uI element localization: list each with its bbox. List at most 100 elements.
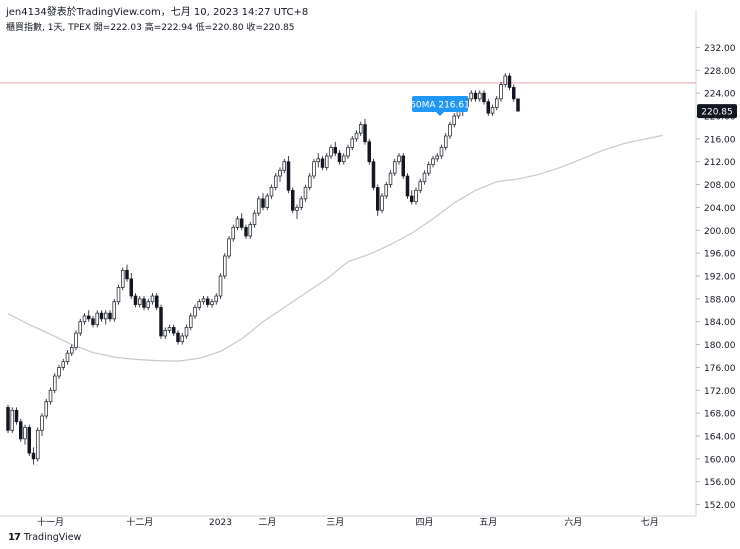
candle: [159, 304, 163, 339]
candle: [206, 296, 210, 308]
candle: [422, 170, 427, 185]
candle: [19, 418, 23, 442]
candle-body: [435, 155, 440, 160]
candle: [231, 224, 236, 242]
candle: [265, 193, 270, 211]
candle-body: [155, 295, 159, 308]
candle: [410, 190, 414, 205]
candle-body: [14, 409, 19, 423]
y-tick-label: 200.00: [704, 227, 736, 237]
candle: [346, 144, 350, 159]
candle: [210, 298, 214, 308]
candle-body: [231, 227, 236, 240]
candle-body: [473, 92, 478, 100]
candle: [133, 293, 138, 308]
y-tick-label: 216.00: [704, 135, 736, 145]
candle: [329, 144, 333, 159]
candle-body: [418, 181, 423, 191]
candle-body: [201, 298, 206, 303]
candle-body: [69, 347, 74, 354]
candle-body: [19, 421, 23, 440]
candle-body: [359, 124, 363, 134]
candle: [248, 221, 253, 239]
candle: [189, 313, 193, 331]
candle-body: [48, 389, 53, 403]
x-tick-label: 三月: [326, 517, 344, 528]
candle-body: [214, 295, 219, 303]
candle: [435, 153, 440, 162]
candle: [227, 236, 231, 259]
time-axis[interactable]: 十一月 十二月 2023 二月 三月 四月 五月 六月 七月: [0, 515, 696, 528]
brand-name: TradingView: [23, 532, 82, 543]
y-tick-label: 184.00: [704, 318, 736, 328]
candle-body: [27, 427, 32, 454]
candle-body: [142, 298, 146, 308]
y-tick-label: 188.00: [704, 295, 736, 305]
candle: [503, 73, 508, 88]
y-tick-label: 160.00: [704, 455, 736, 465]
candle: [52, 373, 57, 394]
candle: [448, 121, 452, 139]
price-axis[interactable]: 232.00228.00224.00220.00216.00212.00208.…: [695, 10, 737, 516]
candle: [108, 310, 112, 322]
candle-body: [511, 87, 516, 100]
candle-body: [261, 198, 265, 208]
candle: [138, 296, 142, 308]
candle-body: [384, 184, 389, 197]
candle-body: [397, 155, 401, 163]
candle-body: [274, 175, 278, 188]
candle-body: [499, 84, 503, 100]
candle-body: [218, 275, 223, 297]
candle: [142, 296, 146, 311]
candle-body: [405, 175, 410, 197]
candle: [376, 184, 380, 216]
candle: [201, 296, 206, 305]
candle: [499, 81, 503, 102]
x-tick-label: 四月: [415, 517, 433, 528]
candle-body: [482, 92, 486, 103]
candle: [78, 318, 82, 336]
candle: [401, 153, 406, 179]
candle: [74, 330, 78, 351]
candle-body: [108, 312, 112, 320]
candle: [507, 73, 512, 91]
candle: [452, 113, 457, 128]
candle-body: [78, 321, 82, 334]
candle-body: [189, 315, 193, 328]
y-tick-label: 212.00: [704, 158, 736, 168]
candle-body: [431, 158, 435, 165]
candle-body: [248, 224, 253, 237]
y-tick-label: 196.00: [704, 250, 736, 260]
candle-body: [244, 227, 248, 237]
candle-body: [210, 301, 214, 305]
y-tick-label: 192.00: [704, 273, 736, 283]
candle: [172, 324, 176, 336]
candle: [363, 118, 367, 145]
candle-body: [163, 329, 168, 337]
candle: [316, 153, 321, 168]
y-tick-label: 228.00: [704, 67, 736, 77]
candle-body: [223, 255, 227, 277]
candle: [180, 333, 185, 345]
candle-body: [74, 332, 78, 348]
candle-body: [320, 158, 325, 168]
x-tick-label: 2023: [209, 518, 232, 528]
candle: [69, 344, 74, 356]
candle: [350, 136, 355, 151]
candle-body: [197, 301, 202, 308]
candle: [388, 170, 393, 188]
x-tick-label: 十一月: [37, 516, 64, 528]
candle-body: [10, 409, 15, 431]
candle-body: [65, 352, 70, 363]
y-tick-label: 180.00: [704, 341, 736, 351]
author-line: jen4134發表於TradingView.com，七月 10, 2023 14…: [6, 7, 309, 18]
candle-body: [444, 135, 448, 148]
candle: [155, 293, 159, 311]
candle: [14, 407, 19, 425]
candle: [218, 273, 223, 299]
candle-body: [40, 415, 44, 431]
candle-body: [23, 427, 27, 440]
candle-body: [227, 238, 231, 257]
y-tick-label: 168.00: [704, 410, 736, 420]
